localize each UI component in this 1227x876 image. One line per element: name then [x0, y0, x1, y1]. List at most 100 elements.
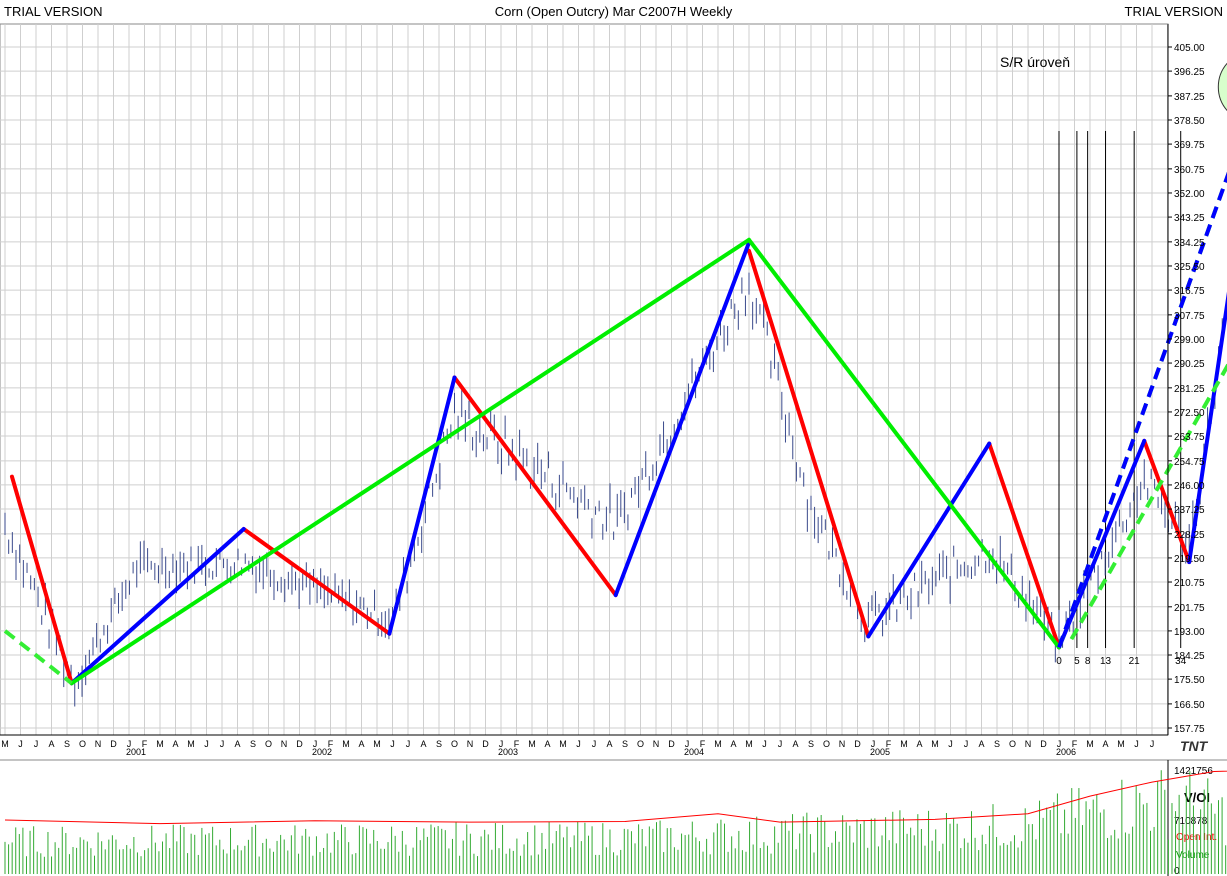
month-label: O [823, 739, 830, 749]
month-label: J [127, 739, 132, 749]
month-label: O [265, 739, 272, 749]
month-label: A [916, 739, 922, 749]
open-interest-line [4, 770, 1227, 825]
price-tick-label: 405.00 [1174, 43, 1205, 54]
year-label: 2004 [684, 747, 704, 757]
month-label: S [994, 739, 1000, 749]
month-label: A [420, 739, 426, 749]
month-label: J [18, 739, 23, 749]
price-tick-label: 290.25 [1174, 359, 1205, 370]
swing-segment [1142, 438, 1192, 565]
swing-segment [747, 248, 871, 639]
month-label: J [778, 739, 783, 749]
month-label: J [1134, 739, 1139, 749]
month-label: N [839, 739, 846, 749]
month-label: D [296, 739, 303, 749]
lower-tick-label: 0 [1174, 866, 1180, 876]
month-label: D [110, 739, 117, 749]
month-label: A [1102, 739, 1108, 749]
price-tick-label: 246.00 [1174, 481, 1205, 492]
price-tick-label: 352.00 [1174, 189, 1205, 200]
trial-version-right: TRIAL VERSION [1124, 4, 1223, 19]
year-label: 2005 [870, 747, 890, 757]
month-label: J [390, 739, 395, 749]
month-label: F [514, 739, 520, 749]
month-label: O [1009, 739, 1016, 749]
month-label: D [1040, 739, 1047, 749]
trial-version-left: TRIAL VERSION [4, 4, 103, 19]
month-label: O [79, 739, 86, 749]
month-label: J [34, 739, 39, 749]
month-label: M [187, 739, 195, 749]
month-label: J [1057, 739, 1062, 749]
swing-segment [866, 441, 992, 639]
month-label: N [467, 739, 474, 749]
sr-circles [1217, 62, 1227, 112]
month-label: D [668, 739, 675, 749]
month-label: A [606, 739, 612, 749]
chart-axes: 405.00 396.25 387.25 378.50 369.75 360.75 352.… [0, 24, 1227, 761]
month-label: M [931, 739, 939, 749]
month-label: M [1117, 739, 1125, 749]
month-label: M [559, 739, 567, 749]
month-label: F [700, 739, 706, 749]
price-tick-label: 360.75 [1174, 165, 1205, 176]
month-label: S [64, 739, 70, 749]
month-label: M [373, 739, 381, 749]
swing-segment [987, 441, 1061, 650]
month-label: A [234, 739, 240, 749]
lower-legend-item: Volume [1176, 850, 1210, 861]
month-label: J [499, 739, 504, 749]
fib-label: 13 [1100, 656, 1112, 667]
month-label: M [1086, 739, 1094, 749]
month-label: O [451, 739, 458, 749]
price-tick-label: 193.00 [1174, 627, 1205, 638]
plot-area [0, 23, 1169, 736]
price-tick-label: 343.25 [1174, 213, 1205, 224]
fib-label: 8 [1085, 656, 1091, 667]
month-label: M [714, 739, 722, 749]
price-tick-label: 210.75 [1174, 578, 1205, 589]
price-tick-label: 378.50 [1174, 116, 1205, 127]
swing-lines [3, 171, 1227, 686]
month-label: S [250, 739, 256, 749]
month-label: M [156, 739, 164, 749]
lower-tick-label: 1421756 [1174, 766, 1213, 777]
fib-label: 0 [1056, 656, 1062, 667]
month-label: M [342, 739, 350, 749]
month-label: S [436, 739, 442, 749]
month-label: J [576, 739, 581, 749]
month-label: J [313, 739, 318, 749]
price-tick-label: 369.75 [1174, 140, 1205, 151]
swing-segment [1057, 438, 1147, 650]
tnt-logo: TNT [1180, 738, 1209, 754]
price-tick-label: 334.25 [1174, 238, 1205, 249]
swing-segment [387, 375, 457, 636]
month-label: M [1, 739, 9, 749]
price-tick-label: 157.75 [1174, 724, 1205, 735]
month-label: N [281, 739, 288, 749]
fibonacci-time-lines: 0581321345589 [1056, 131, 1187, 667]
month-label: N [1025, 739, 1032, 749]
swing-segment [747, 237, 1061, 650]
price-tick-label: 272.50 [1174, 408, 1205, 419]
lower-panel-title: V/OI [1184, 790, 1210, 805]
price-tick-label: 184.25 [1174, 651, 1205, 662]
month-label: F [1072, 739, 1078, 749]
month-label: N [653, 739, 660, 749]
swing-segment [9, 474, 74, 686]
price-tick-label: 299.00 [1174, 335, 1205, 346]
month-label: J [871, 739, 876, 749]
month-label: N [95, 739, 102, 749]
month-label: A [544, 739, 550, 749]
month-label: J [964, 739, 969, 749]
month-label: F [142, 739, 148, 749]
month-label: J [220, 739, 225, 749]
month-label: J [1150, 739, 1155, 749]
month-label: S [808, 739, 814, 749]
month-label: F [886, 739, 892, 749]
month-label: F [328, 739, 334, 749]
price-tick-label: 219.50 [1174, 554, 1205, 565]
